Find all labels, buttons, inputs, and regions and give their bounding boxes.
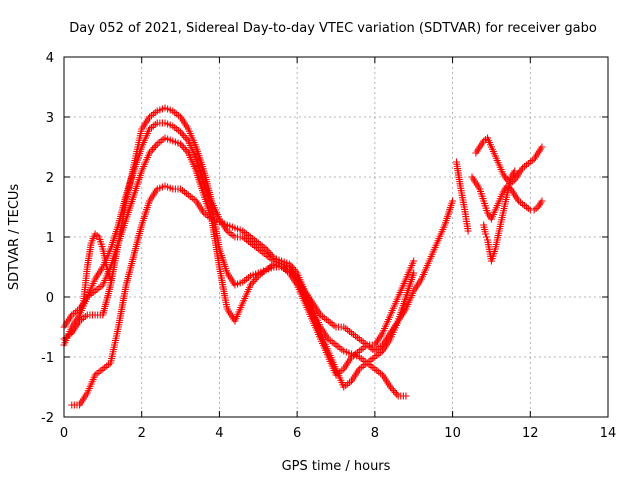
data-point — [483, 233, 491, 241]
data-point — [390, 387, 398, 395]
data-point — [180, 144, 188, 152]
grid — [64, 57, 608, 417]
y-tick-label: -1 — [41, 351, 54, 366]
x-tick-label: 12 — [522, 426, 539, 441]
x-tick-label: 6 — [293, 426, 301, 441]
x-tick-label: 14 — [600, 426, 617, 441]
y-tick-label: 3 — [46, 111, 54, 126]
data-point — [152, 142, 160, 150]
data-point — [449, 197, 457, 205]
x-axis-label: GPS time / hours — [282, 459, 391, 474]
data-point — [393, 390, 401, 398]
x-tick-label: 8 — [371, 426, 379, 441]
data-point — [402, 392, 410, 400]
x-tick-label: 0 — [60, 426, 68, 441]
data-point — [181, 133, 189, 141]
data-point — [391, 388, 399, 396]
y-tick-label: 0 — [46, 291, 54, 306]
y-tick-label: 2 — [46, 171, 54, 186]
data-point — [149, 145, 157, 153]
data-point — [410, 269, 418, 277]
data-point — [538, 197, 546, 205]
data-point — [538, 143, 546, 151]
x-tick-label: 4 — [215, 426, 223, 441]
data-point — [511, 167, 519, 175]
data-point — [150, 144, 158, 152]
data-point — [180, 132, 188, 140]
data-point — [107, 275, 115, 283]
y-tick-label: -2 — [41, 411, 54, 426]
x-tick-label: 2 — [138, 426, 146, 441]
data-point — [181, 145, 189, 153]
data-point — [482, 230, 490, 238]
chart-title: Day 052 of 2021, Sidereal Day-to-day VTE… — [69, 21, 597, 36]
y-axis-label: SDTVAR / TECUs — [7, 184, 22, 291]
x-tick-label: 10 — [444, 426, 461, 441]
data-point — [250, 277, 258, 285]
data-point — [464, 227, 472, 235]
y-tick-label: 1 — [46, 231, 54, 246]
data-point — [410, 257, 418, 265]
data-points — [60, 104, 546, 409]
data-point — [178, 130, 186, 138]
y-tick-label: 4 — [46, 51, 54, 66]
